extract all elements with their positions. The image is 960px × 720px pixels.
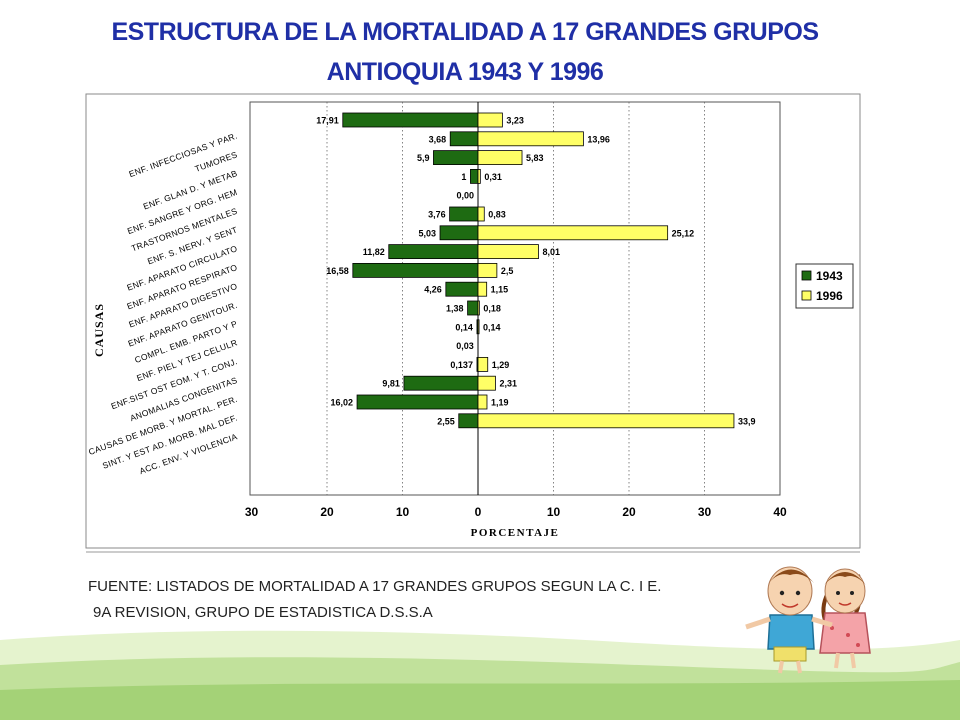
bar-1996 [477,150,523,166]
data-label-1943: 16,58 [326,266,349,276]
bar-1996 [477,206,485,222]
data-label-1996: 33,9 [738,416,756,426]
bar-1943 [470,168,479,184]
bar-1943 [433,150,479,166]
data-label-1943: 3,68 [429,134,447,144]
bar-1943 [403,375,479,391]
data-label-1996: 13,96 [587,134,610,144]
legend-label-1996: 1996 [816,289,843,303]
plot-area [249,101,781,496]
bar-1943 [388,244,479,260]
bar-1996 [477,394,488,410]
data-label-1943: 0,14 [455,322,473,332]
data-label-1996: 5,83 [526,153,544,163]
bar-1996 [477,244,539,260]
legend-label-1943: 1943 [816,269,843,283]
bar-1943 [467,300,479,316]
legend-swatch-1943 [801,270,812,281]
legend-swatch-1996 [801,290,812,301]
data-label-1943: 5,9 [417,153,430,163]
data-label-1943: 5,03 [418,228,436,238]
data-label-1943: 17,91 [316,116,339,126]
data-label-1943: 2,55 [437,416,455,426]
data-label-1996: 0,31 [484,172,502,182]
bar-1943 [458,413,479,429]
x-tick-label: 20 [622,505,636,519]
data-label-1943: 4,26 [424,285,442,295]
data-label-1996: 0,83 [488,210,506,220]
legend: 1943 1996 [795,263,854,309]
data-label-1996: 1,15 [491,285,509,295]
bar-1996 [477,281,488,297]
data-label-1996: 0,14 [483,322,501,332]
bar-1943 [449,206,479,222]
bar-1943 [439,225,479,241]
source-line-2: 9A REVISION, GRUPO DE ESTADISTICA D.S.S.… [93,604,433,621]
bar-1996 [477,262,498,278]
data-label-1943: 0,00 [456,191,474,201]
x-tick-label: 30 [698,505,712,519]
data-label-1996: 2,31 [499,379,517,389]
bar-1996 [477,375,496,391]
bar-1996 [477,413,735,429]
x-tick-label: 30 [245,505,259,519]
data-label-1996: 3,23 [506,116,524,126]
bar-1996 [477,168,481,184]
data-label-1943: 9,81 [382,379,400,389]
bar-1943 [356,394,479,410]
x-tick-label: 0 [475,505,482,519]
data-label-1943: 1,38 [446,304,464,314]
source-line-1: FUENTE: LISTADOS DE MORTALIDAD A 17 GRAN… [88,578,662,595]
data-label-1943: 11,82 [363,247,385,257]
y-axis-title: CAUSAS [92,303,106,357]
bar-1943 [449,131,479,147]
bar-1943 [342,112,479,128]
data-label-1996: 8,01 [542,247,560,257]
x-tick-label: 40 [773,505,787,519]
x-tick-label: 10 [396,505,410,519]
bar-1996 [477,300,480,316]
children-illustration [745,566,871,674]
bar-1996 [477,356,489,372]
bar-1996 [477,319,480,335]
data-label-1996: 2,5 [501,266,514,276]
data-label-1996: 0,18 [483,304,501,314]
bar-1996 [477,131,584,147]
x-axis-title: PORCENTAJE [471,527,560,539]
data-label-1943: 16,02 [331,398,354,408]
bar-1943 [352,262,479,278]
bar-1996 [477,225,669,241]
title-line-2: ANTIOQUIA 1943 Y 1996 [326,58,604,86]
data-label-1943: 3,76 [428,210,446,220]
data-label-1943: 0,137 [450,360,473,370]
data-label-1943: 1 [461,172,466,182]
x-tick-label: 20 [320,505,334,519]
data-label-1943: 0,03 [456,341,474,351]
x-tick-label: 10 [547,505,561,519]
title-line-1: ESTRUCTURA DE LA MORTALIDAD A 17 GRANDES… [111,18,819,46]
data-label-1996: 1,19 [491,398,509,408]
data-label-1996: 1,29 [492,360,510,370]
bar-1996 [477,112,503,128]
data-label-1996: 25,12 [672,228,695,238]
bar-1943 [445,281,479,297]
